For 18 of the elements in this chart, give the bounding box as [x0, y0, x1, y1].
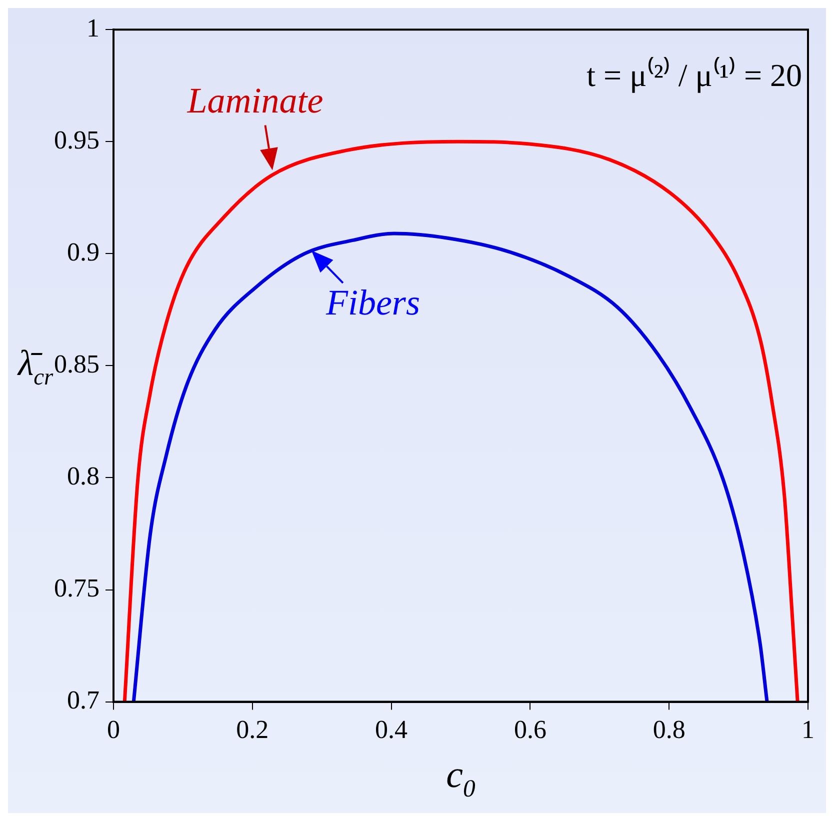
line-series	[122, 140, 800, 702]
y-tick-label: 0.85	[54, 350, 100, 379]
annotation: Fibers	[324, 282, 420, 322]
x-tick-label: 0.4	[375, 715, 408, 744]
x-tick-label: 0	[107, 715, 120, 744]
x-tick-label: 0.8	[652, 715, 686, 744]
y-tick-label: 0.9	[67, 237, 100, 266]
y-tick-label: 1	[86, 13, 100, 42]
annotation: t = μ⁽²⁾ / μ⁽¹⁾ = 20	[586, 56, 802, 94]
x-tick-label: 1	[802, 715, 814, 744]
x-tick-label: 0.2	[236, 715, 269, 744]
x-tick-label: 0.6	[514, 715, 546, 744]
line-series	[132, 232, 769, 702]
y-tick-label: 0.95	[54, 125, 100, 154]
y-tick-label: 0.8	[67, 462, 100, 491]
annotation: Laminate	[186, 80, 324, 121]
y-tick-label: 0.7	[67, 686, 100, 715]
y-tick-label: 0.75	[54, 574, 100, 603]
